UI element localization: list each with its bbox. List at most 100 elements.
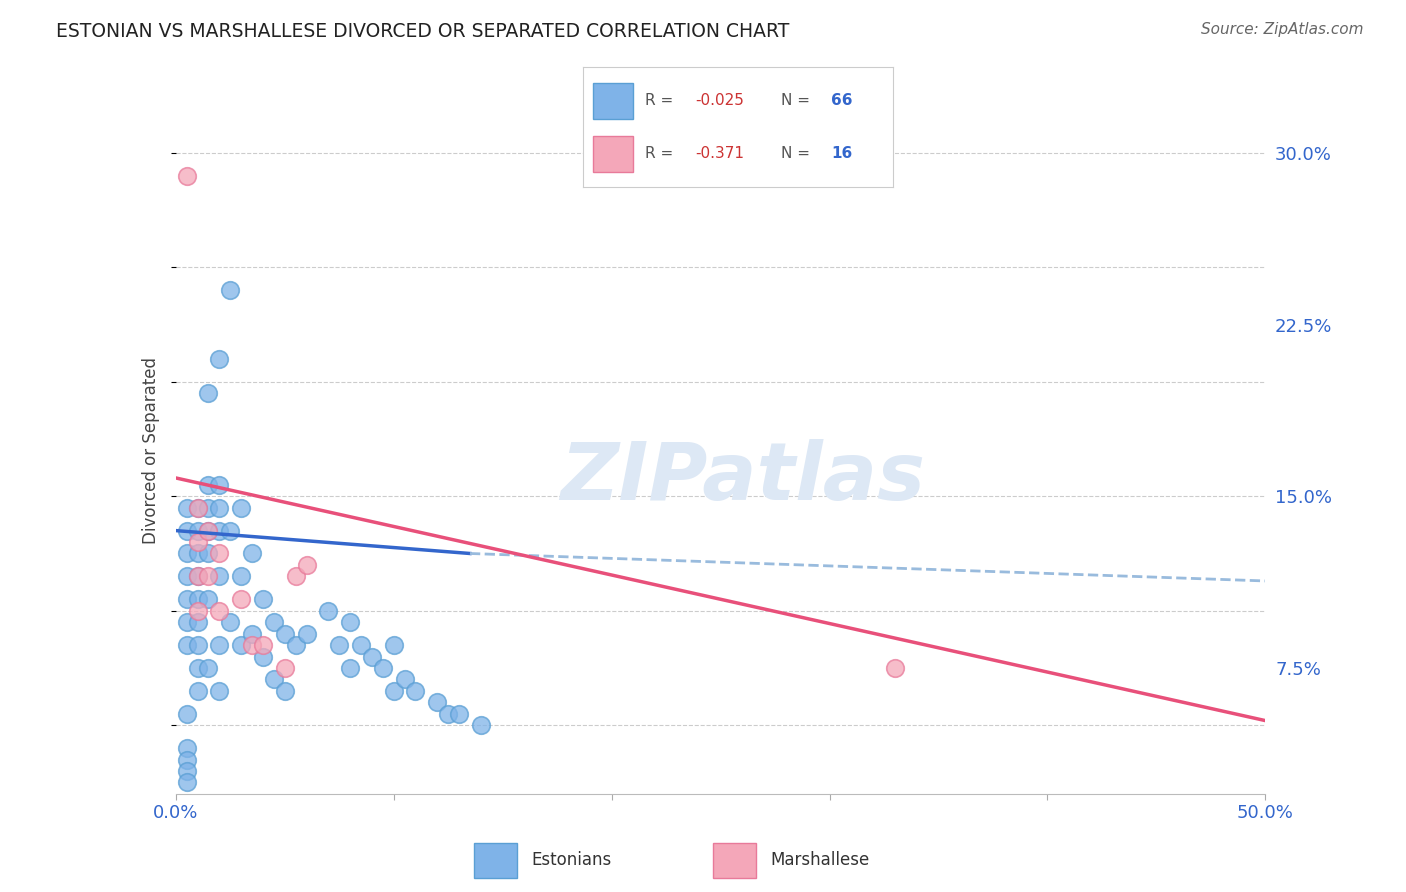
- Text: Estonians: Estonians: [531, 851, 612, 869]
- Point: [231, 569, 253, 583]
- Point: [186, 500, 209, 515]
- Point: [208, 478, 231, 492]
- Point: [186, 683, 209, 698]
- Text: 16: 16: [831, 146, 852, 161]
- Point: [186, 615, 209, 630]
- Point: [208, 500, 231, 515]
- Point: [186, 535, 209, 549]
- Point: [219, 524, 242, 538]
- Point: [382, 638, 405, 652]
- Point: [240, 626, 263, 640]
- Point: [252, 649, 274, 664]
- Text: ESTONIAN VS MARSHALLESE DIVORCED OR SEPARATED CORRELATION CHART: ESTONIAN VS MARSHALLESE DIVORCED OR SEPA…: [56, 22, 790, 41]
- Point: [240, 546, 263, 561]
- Point: [176, 592, 198, 607]
- Point: [437, 706, 460, 721]
- Point: [470, 718, 492, 732]
- Point: [197, 524, 219, 538]
- Text: N =: N =: [782, 146, 815, 161]
- Point: [208, 604, 231, 618]
- FancyBboxPatch shape: [593, 136, 633, 171]
- Point: [208, 683, 231, 698]
- Point: [219, 615, 242, 630]
- Point: [186, 638, 209, 652]
- Point: [197, 569, 219, 583]
- Point: [197, 386, 219, 401]
- Point: [208, 524, 231, 538]
- Point: [176, 638, 198, 652]
- Text: Marshallese: Marshallese: [770, 851, 869, 869]
- Point: [176, 569, 198, 583]
- Point: [371, 661, 394, 675]
- Point: [382, 683, 405, 698]
- Point: [186, 604, 209, 618]
- Point: [884, 661, 907, 675]
- Point: [186, 592, 209, 607]
- Point: [176, 615, 198, 630]
- Point: [318, 604, 340, 618]
- Point: [176, 546, 198, 561]
- Point: [394, 673, 416, 687]
- Point: [208, 569, 231, 583]
- Point: [328, 638, 350, 652]
- Point: [186, 546, 209, 561]
- Point: [186, 661, 209, 675]
- Point: [197, 592, 219, 607]
- Point: [176, 753, 198, 767]
- Point: [405, 683, 427, 698]
- Point: [176, 741, 198, 756]
- Point: [186, 569, 209, 583]
- Text: Source: ZipAtlas.com: Source: ZipAtlas.com: [1201, 22, 1364, 37]
- Y-axis label: Divorced or Separated: Divorced or Separated: [142, 357, 160, 544]
- Point: [176, 706, 198, 721]
- FancyBboxPatch shape: [713, 843, 755, 878]
- Text: R =: R =: [645, 93, 679, 108]
- Text: N =: N =: [782, 93, 815, 108]
- Text: ZIPatlas: ZIPatlas: [560, 439, 925, 517]
- Point: [284, 638, 307, 652]
- Point: [208, 546, 231, 561]
- Text: R =: R =: [645, 146, 683, 161]
- Point: [176, 524, 198, 538]
- Point: [197, 478, 219, 492]
- Point: [231, 500, 253, 515]
- FancyBboxPatch shape: [593, 83, 633, 119]
- Point: [284, 569, 307, 583]
- Point: [263, 615, 285, 630]
- Point: [186, 500, 209, 515]
- Point: [274, 683, 297, 698]
- Point: [447, 706, 470, 721]
- Point: [208, 351, 231, 366]
- Point: [252, 592, 274, 607]
- Point: [295, 558, 318, 572]
- Point: [197, 500, 219, 515]
- Point: [274, 661, 297, 675]
- Point: [186, 524, 209, 538]
- FancyBboxPatch shape: [474, 843, 516, 878]
- Point: [176, 775, 198, 789]
- Point: [176, 169, 198, 183]
- Point: [231, 592, 253, 607]
- Point: [219, 283, 242, 297]
- Point: [263, 673, 285, 687]
- Point: [197, 546, 219, 561]
- Text: -0.025: -0.025: [695, 93, 744, 108]
- Point: [208, 638, 231, 652]
- Point: [339, 661, 361, 675]
- Point: [274, 626, 297, 640]
- Text: -0.371: -0.371: [695, 146, 744, 161]
- Point: [231, 638, 253, 652]
- Point: [350, 638, 373, 652]
- Point: [197, 661, 219, 675]
- Point: [186, 569, 209, 583]
- Text: 66: 66: [831, 93, 852, 108]
- Point: [426, 695, 449, 709]
- Point: [252, 638, 274, 652]
- Point: [176, 764, 198, 778]
- Point: [176, 500, 198, 515]
- Point: [240, 638, 263, 652]
- Point: [360, 649, 382, 664]
- Point: [339, 615, 361, 630]
- Point: [197, 524, 219, 538]
- Point: [295, 626, 318, 640]
